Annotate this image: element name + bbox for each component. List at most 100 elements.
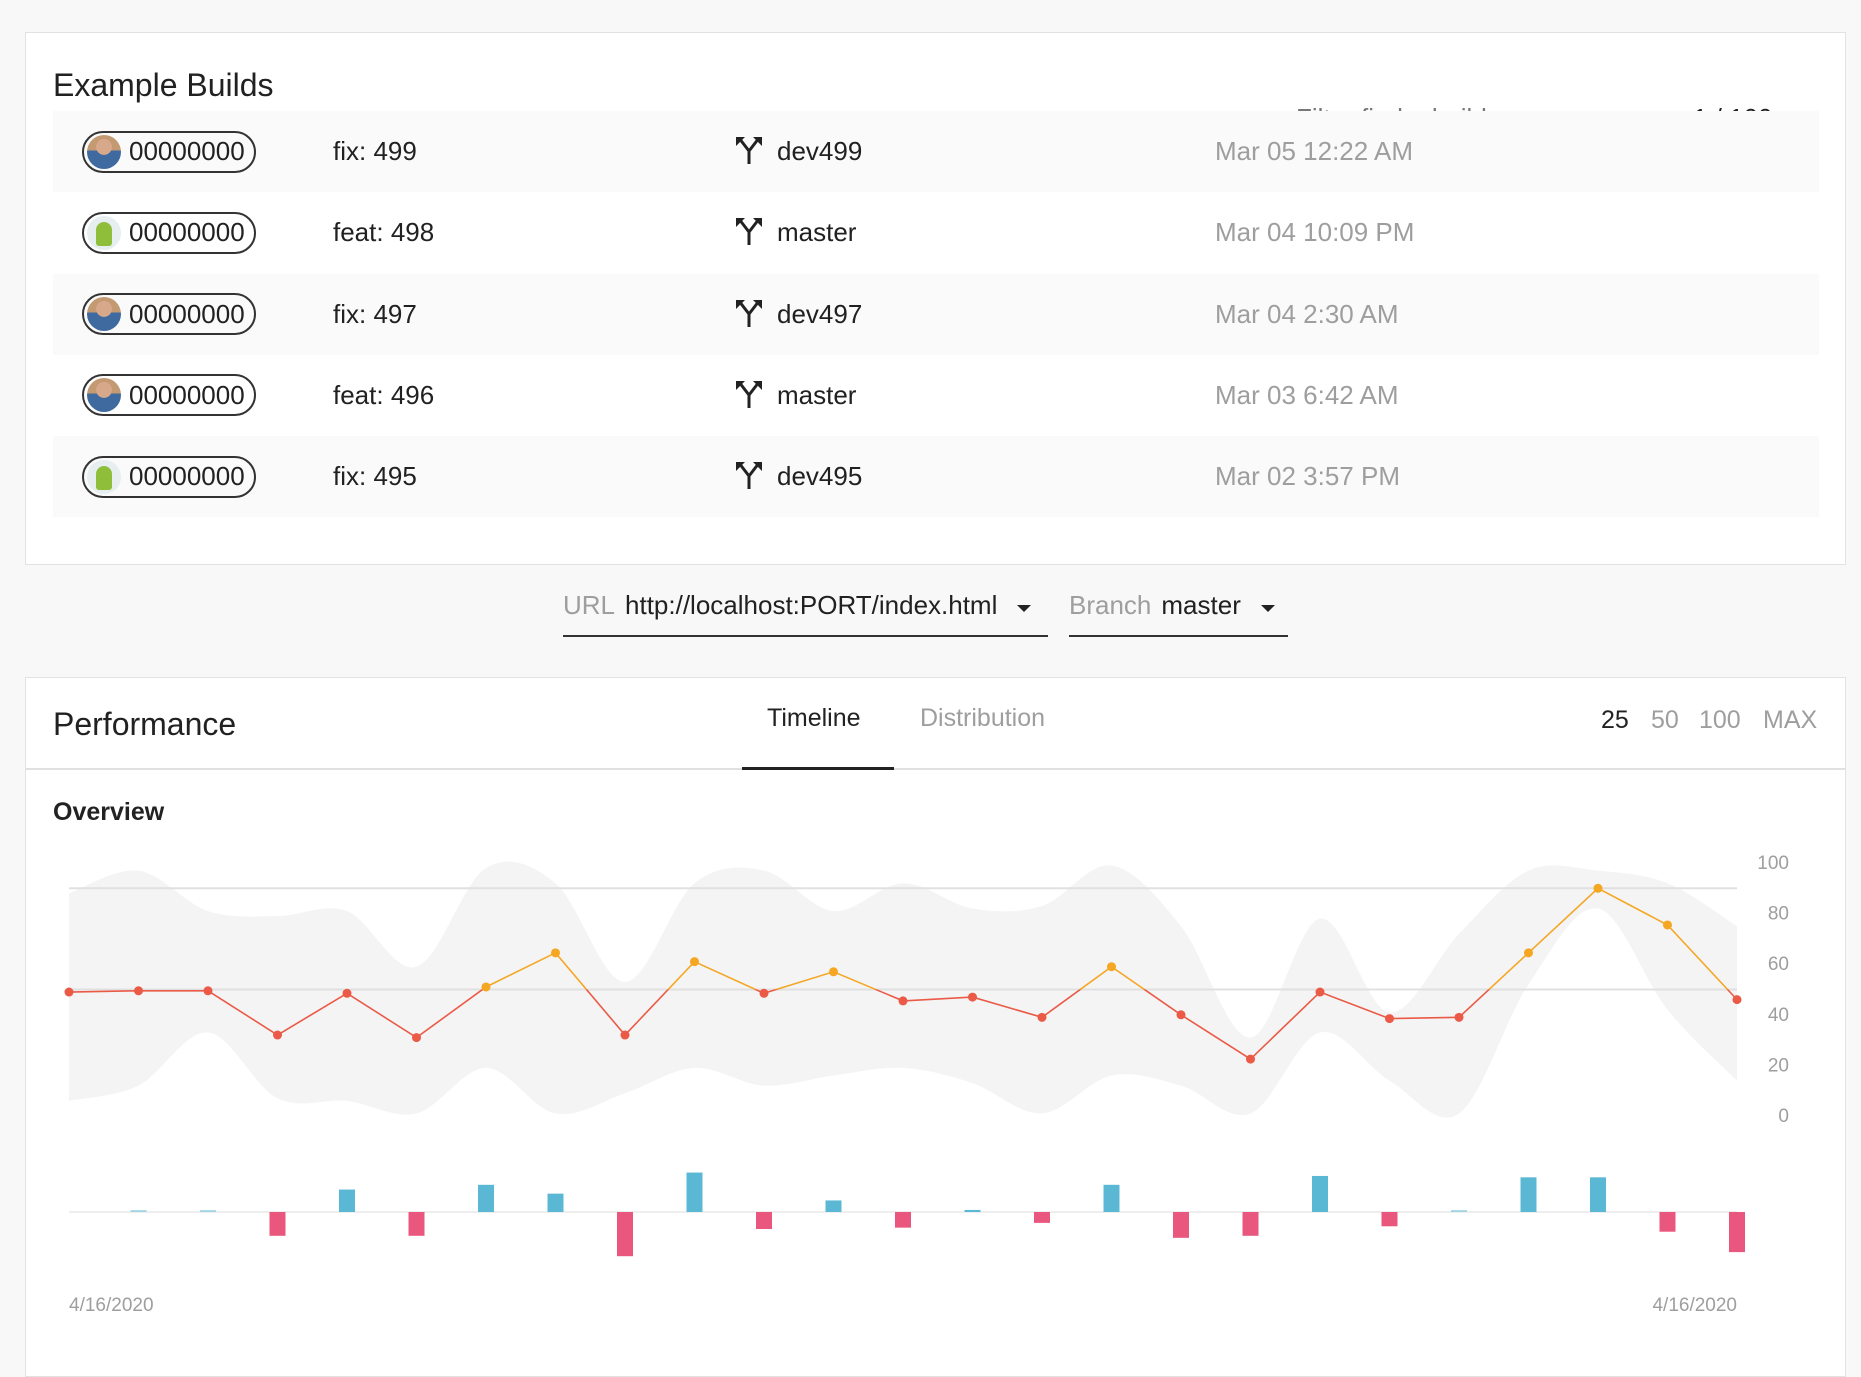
y-tick-label: 60 (1768, 954, 1789, 975)
change-bar (1520, 1177, 1537, 1212)
build-branch: dev497 (777, 298, 863, 329)
data-point (273, 1030, 282, 1040)
build-branch: master (777, 217, 857, 248)
caret-down-icon (1017, 605, 1032, 612)
avatar (87, 297, 121, 332)
url-select[interactable]: URL http://localhost:PORT/index.html (563, 590, 1048, 637)
change-bar (1173, 1212, 1189, 1238)
build-date: Mar 05 12:22 AM (1215, 136, 1413, 166)
y-tick-label: 40 (1768, 1005, 1789, 1026)
build-row[interactable]: 00000000 feat: 496 master Mar 03 6:42 AM (53, 355, 1819, 436)
data-point (1663, 920, 1672, 930)
change-bar (408, 1212, 425, 1236)
change-bar (1242, 1212, 1259, 1236)
y-tick-label: 20 (1768, 1055, 1789, 1076)
data-point (1246, 1054, 1255, 1064)
build-date: Mar 04 2:30 AM (1215, 298, 1399, 329)
build-row[interactable]: 00000000 fix: 497 dev497 Mar 04 2:30 AM (53, 273, 1819, 355)
build-date: Mar 03 6:42 AM (1215, 379, 1399, 410)
avatar (87, 378, 121, 413)
change-bar (269, 1212, 286, 1236)
data-point (968, 992, 977, 1002)
change-bar (1590, 1177, 1606, 1212)
data-point (64, 987, 74, 997)
range-100[interactable]: 100 (1699, 706, 1741, 734)
change-bar (1729, 1212, 1745, 1253)
commit-hash: 00000000 (129, 136, 245, 166)
avatar (87, 459, 121, 494)
range-max[interactable]: MAX (1763, 706, 1818, 734)
change-bar (1659, 1212, 1676, 1232)
data-point (1732, 995, 1742, 1005)
branch-icon (735, 135, 763, 172)
build-message: fix: 495 (333, 461, 417, 492)
builds-card: Example Builds Filter find a build... ‹ … (25, 32, 1846, 565)
data-point (1454, 1012, 1464, 1022)
change-bar (339, 1189, 355, 1212)
data-point (412, 1033, 421, 1043)
branch-icon (735, 460, 763, 497)
overview-heading: Overview (53, 798, 165, 826)
data-point (203, 986, 213, 996)
change-bar (1103, 1184, 1120, 1212)
change-bar (200, 1210, 216, 1212)
change-bar (756, 1212, 772, 1229)
data-point (342, 988, 352, 998)
url-label: URL (563, 590, 616, 620)
data-point (829, 967, 838, 977)
commit-badge[interactable]: 00000000 (82, 211, 256, 254)
change-bar (1381, 1212, 1398, 1227)
range-25[interactable]: 25 (1601, 706, 1629, 734)
change-bar (1451, 1210, 1467, 1212)
change-bar (895, 1212, 911, 1228)
range-50[interactable]: 50 (1651, 706, 1679, 734)
x-end-label: 4/16/2020 (1652, 1295, 1737, 1316)
y-tick-label: 80 (1768, 904, 1789, 925)
branch-label: Branch (1069, 590, 1152, 620)
build-branch: master (777, 379, 857, 410)
data-point (1385, 1014, 1394, 1024)
data-point (620, 1030, 630, 1040)
build-row[interactable]: 00000000 feat: 498 master Mar 04 10:09 P… (53, 192, 1819, 273)
avatar (87, 215, 121, 250)
commit-badge[interactable]: 00000000 (82, 293, 256, 336)
build-message: feat: 498 (333, 217, 435, 248)
change-bar (825, 1200, 842, 1212)
active-tab-indicator (742, 767, 894, 770)
x-start-label: 4/16/2020 (69, 1295, 154, 1316)
commit-hash: 00000000 (129, 379, 245, 410)
data-point (1176, 1010, 1186, 1020)
build-branch: dev495 (777, 461, 863, 492)
commit-badge[interactable]: 00000000 (82, 455, 256, 498)
data-point (898, 996, 908, 1006)
commit-badge[interactable]: 00000000 (82, 130, 256, 173)
commit-hash: 00000000 (129, 217, 245, 248)
build-message: fix: 499 (333, 136, 417, 166)
performance-title: Performance (53, 706, 237, 742)
tab-timeline[interactable]: Timeline (767, 704, 861, 732)
branch-icon (735, 379, 763, 416)
avatar (87, 134, 121, 169)
branch-value: master (1161, 590, 1241, 620)
change-bar (478, 1184, 494, 1212)
data-point (1107, 962, 1116, 972)
commit-badge[interactable]: 00000000 (82, 374, 256, 417)
change-bar (617, 1212, 633, 1257)
build-branch: dev499 (777, 136, 863, 166)
tab-distribution[interactable]: Distribution (920, 704, 1046, 732)
branch-select[interactable]: Branch master (1069, 590, 1288, 637)
data-point (1593, 883, 1603, 893)
change-bar (686, 1172, 703, 1212)
data-point (690, 957, 699, 967)
build-row[interactable]: 00000000 fix: 495 dev495 Mar 02 3:57 PM (53, 436, 1819, 518)
data-point (134, 986, 143, 996)
commit-hash: 00000000 (129, 461, 245, 492)
build-row[interactable]: 00000000 fix: 499 dev499 Mar 05 12:22 AM (53, 111, 1819, 192)
build-message: feat: 496 (333, 379, 435, 410)
change-bar (1034, 1212, 1050, 1223)
branch-icon (735, 298, 763, 335)
commit-hash: 00000000 (129, 298, 245, 329)
data-point (1315, 987, 1325, 997)
data-point (481, 982, 491, 992)
